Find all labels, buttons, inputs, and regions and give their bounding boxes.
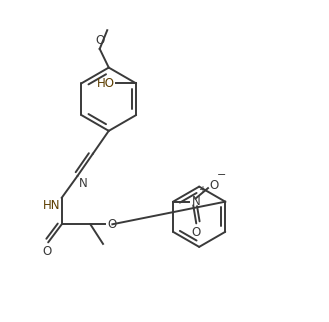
Text: HN: HN (43, 199, 60, 212)
Text: N: N (79, 177, 88, 190)
Text: +: + (198, 185, 206, 195)
Text: N: N (192, 194, 200, 208)
Text: HO: HO (96, 77, 114, 90)
Text: O: O (191, 226, 201, 239)
Text: O: O (210, 179, 219, 192)
Text: −: − (216, 170, 226, 180)
Text: O: O (95, 34, 104, 47)
Text: O: O (42, 245, 51, 258)
Text: O: O (107, 218, 116, 231)
